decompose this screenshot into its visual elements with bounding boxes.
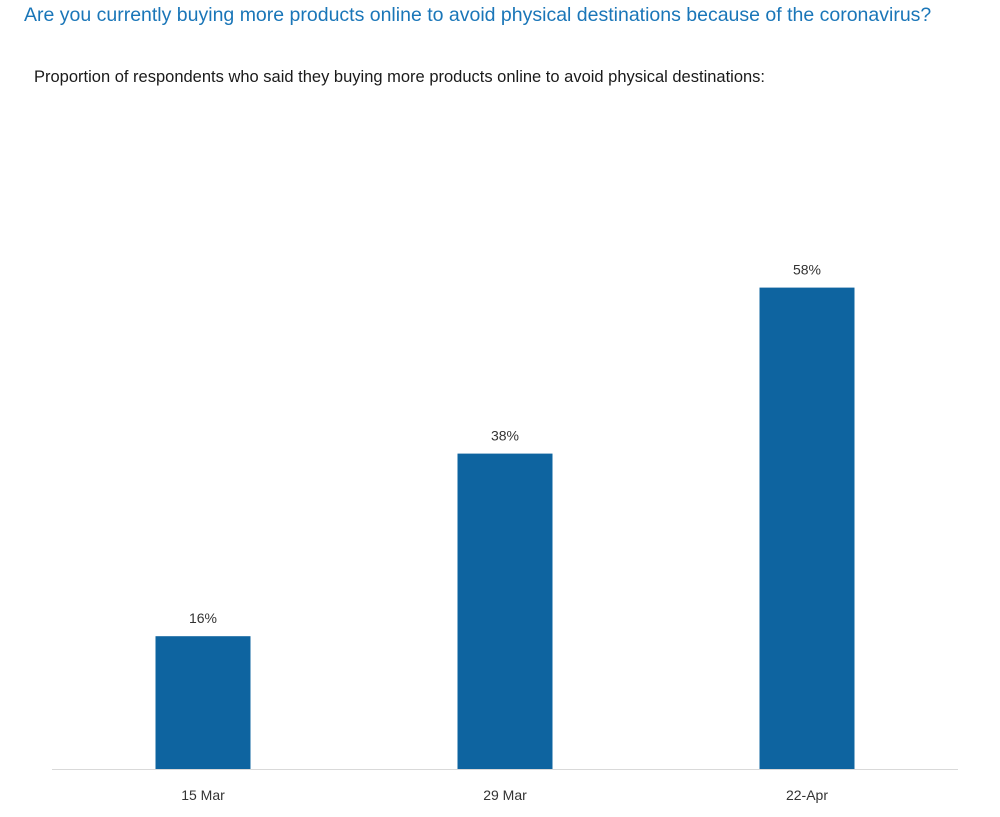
bar-15-mar [155,636,251,769]
bar-29-mar [457,453,553,769]
data-label: 38% [491,428,519,444]
page-title: Are you currently buying more products o… [24,4,932,26]
x-tick-label: 29 Mar [483,787,527,803]
bar-22-apr [759,287,855,769]
chart-subtitle: Proportion of respondents who said they … [34,68,766,86]
data-label: 58% [793,262,821,278]
x-tick-label: 22-Apr [786,787,828,803]
x-tick-label: 15 Mar [181,787,225,803]
data-label: 16% [189,610,217,626]
